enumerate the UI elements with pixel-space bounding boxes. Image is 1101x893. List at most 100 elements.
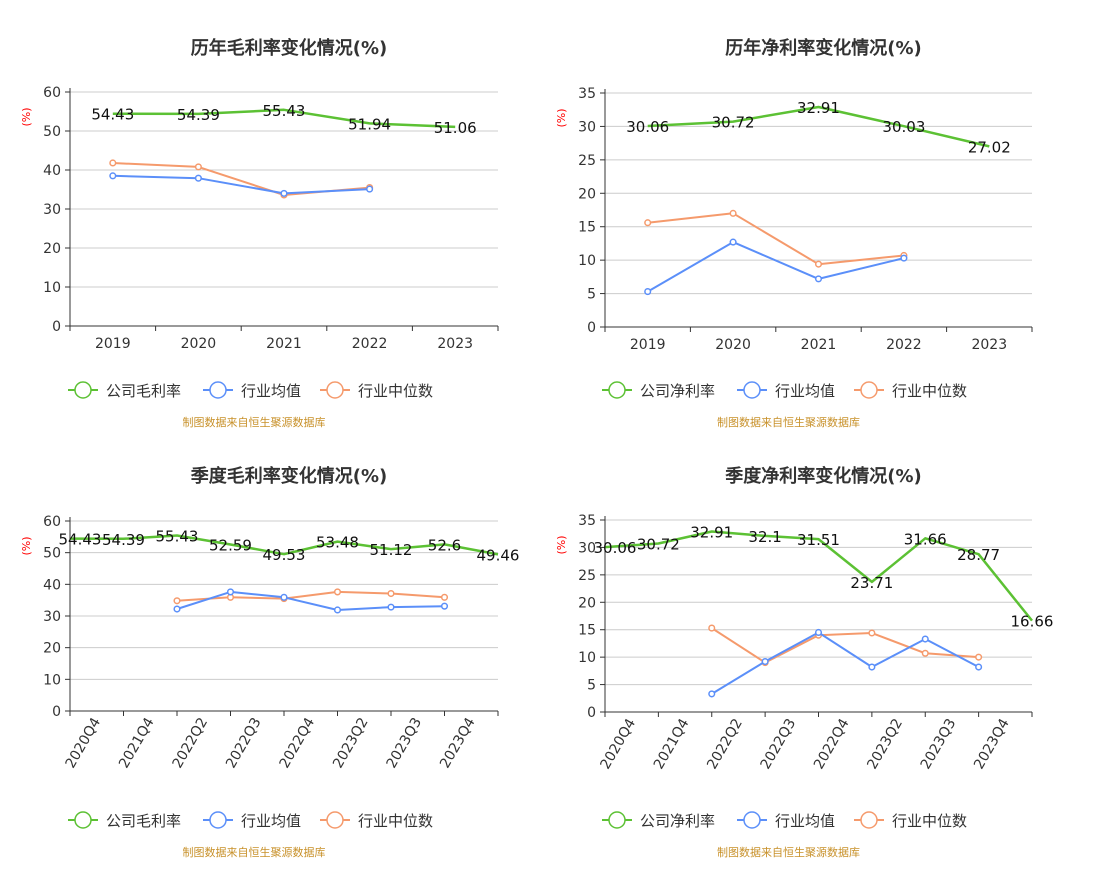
data-point bbox=[280, 593, 288, 601]
data-point bbox=[708, 690, 716, 698]
data-label: 51.12 bbox=[370, 541, 413, 559]
data-point bbox=[761, 657, 769, 666]
x-tick-label: 2022Q3 bbox=[223, 715, 265, 771]
data-label: 16.66 bbox=[1011, 613, 1054, 631]
data-point bbox=[366, 185, 374, 193]
y-tick-label: 30 bbox=[578, 119, 596, 135]
legend-label: 公司毛利率 bbox=[106, 812, 181, 830]
x-tick-label: 2022Q2 bbox=[170, 715, 212, 771]
y-tick-label: 20 bbox=[43, 241, 61, 257]
data-label: 52.6 bbox=[428, 536, 461, 554]
source-note: 制图数据来自恒生聚源数据库 bbox=[183, 845, 326, 859]
y-tick-label: 10 bbox=[578, 650, 596, 666]
x-tick-label: 2021Q4 bbox=[651, 716, 693, 772]
data-label: 55.43 bbox=[156, 527, 199, 545]
data-point bbox=[708, 624, 716, 632]
data-point bbox=[729, 209, 737, 217]
series-line-industry-median bbox=[647, 212, 905, 266]
x-tick-label: 2022Q4 bbox=[811, 716, 853, 772]
y-tick-label: 15 bbox=[578, 623, 596, 639]
x-tick-label: 2022 bbox=[886, 337, 922, 353]
x-tick-label: 2020Q4 bbox=[598, 716, 640, 772]
data-label: 30.72 bbox=[712, 114, 755, 132]
legend-label: 行业中位数 bbox=[892, 382, 967, 400]
legend-label: 公司净利率 bbox=[640, 382, 715, 400]
legend-label: 公司毛利率 bbox=[106, 382, 181, 400]
y-tick-label: 60 bbox=[43, 85, 61, 101]
x-tick-label: 2021 bbox=[801, 337, 837, 353]
x-tick-label: 2020 bbox=[715, 337, 751, 353]
data-label: 32.1 bbox=[748, 528, 781, 546]
legend-label: 公司净利率 bbox=[640, 812, 715, 830]
data-point bbox=[226, 588, 235, 596]
legend-item-industry-median[interactable]: 行业中位数 bbox=[854, 381, 967, 400]
y-tick-label: 25 bbox=[578, 568, 596, 584]
x-tick-label: 2023Q2 bbox=[864, 716, 906, 772]
legend-item-industry-mean[interactable]: 行业均值 bbox=[737, 811, 835, 830]
series-line-industry-mean bbox=[176, 590, 445, 611]
y-tick-label: 30 bbox=[43, 202, 61, 218]
data-label: 54.39 bbox=[102, 531, 145, 549]
y-tick-label: 35 bbox=[578, 86, 596, 102]
data-label: 30.06 bbox=[594, 539, 637, 557]
legend-label: 行业均值 bbox=[775, 812, 835, 830]
x-tick-label: 2022Q4 bbox=[277, 715, 319, 771]
data-label: 54.43 bbox=[91, 106, 134, 124]
series-line-company bbox=[604, 530, 1033, 622]
x-tick-label: 2023Q3 bbox=[384, 715, 426, 771]
data-point bbox=[921, 649, 929, 657]
x-tick-label: 2019 bbox=[630, 337, 666, 353]
chart-svg: 历年毛利率变化情况(%) (%) 0 10 20 30 40 50 60 2019 2020 2021… bbox=[20, 37, 499, 429]
series-line-company bbox=[112, 108, 456, 129]
data-label: 32.91 bbox=[690, 523, 733, 541]
chart-title: 季度净利率变化情况(%) bbox=[725, 465, 922, 487]
y-tick-label: 0 bbox=[52, 704, 61, 720]
y-tick-label: 5 bbox=[587, 287, 596, 303]
y-tick-label: 20 bbox=[43, 641, 61, 657]
data-label: 32.91 bbox=[797, 99, 840, 117]
data-point bbox=[109, 159, 117, 167]
y-tick-label: 30 bbox=[43, 609, 61, 625]
data-point bbox=[975, 663, 983, 671]
x-tick-label: 2022Q3 bbox=[758, 716, 800, 772]
data-point bbox=[173, 605, 181, 613]
legend-item-industry-mean[interactable]: 行业均值 bbox=[203, 381, 301, 400]
data-label: 53.48 bbox=[316, 534, 359, 552]
chart-title: 历年净利率变化情况(%) bbox=[725, 37, 922, 59]
series-line-industry-mean bbox=[112, 174, 370, 195]
legend-item-company[interactable]: 公司净利率 bbox=[602, 811, 715, 830]
y-tick-label: 25 bbox=[578, 153, 596, 169]
legend-item-industry-mean[interactable]: 行业均值 bbox=[203, 811, 301, 830]
y-tick-label: 60 bbox=[43, 514, 61, 530]
data-point bbox=[440, 593, 449, 601]
legend-item-industry-median[interactable]: 行业中位数 bbox=[854, 811, 967, 830]
data-point bbox=[194, 174, 202, 182]
series-line-industry-mean bbox=[647, 241, 905, 293]
source-note: 制图数据来自恒生聚源数据库 bbox=[717, 845, 860, 859]
legend-item-company[interactable]: 公司净利率 bbox=[602, 381, 715, 400]
y-tick-label: 40 bbox=[43, 577, 61, 593]
legend-item-company[interactable]: 公司毛利率 bbox=[68, 381, 181, 400]
x-tick-label: 2023Q3 bbox=[918, 716, 960, 772]
y-tick-label: 50 bbox=[43, 124, 61, 140]
x-tick-label: 2020Q4 bbox=[63, 715, 105, 771]
y-tick-label: 10 bbox=[578, 253, 596, 269]
legend-item-company[interactable]: 公司毛利率 bbox=[68, 811, 181, 830]
data-point bbox=[280, 189, 288, 197]
data-point bbox=[440, 602, 449, 610]
y-tick-label: 35 bbox=[578, 513, 596, 529]
data-point bbox=[387, 603, 395, 611]
data-point bbox=[814, 260, 823, 268]
source-note: 制图数据来自恒生聚源数据库 bbox=[717, 415, 860, 429]
data-point bbox=[333, 606, 342, 614]
quarterly-gross-margin-chart: 季度毛利率变化情况(%) (%) 0 10 20 30 40 50 60 2020Q4 2021Q4… bbox=[0, 436, 540, 876]
data-point bbox=[814, 275, 823, 283]
legend-label: 行业中位数 bbox=[358, 382, 433, 400]
data-label: 31.66 bbox=[904, 530, 947, 548]
legend-item-industry-median[interactable]: 行业中位数 bbox=[320, 811, 433, 830]
legend-item-industry-median[interactable]: 行业中位数 bbox=[320, 381, 433, 400]
data-label: 31.51 bbox=[797, 531, 840, 549]
data-point bbox=[868, 663, 876, 671]
y-tick-label: 0 bbox=[587, 320, 596, 336]
legend-item-industry-mean[interactable]: 行业均值 bbox=[737, 381, 835, 400]
